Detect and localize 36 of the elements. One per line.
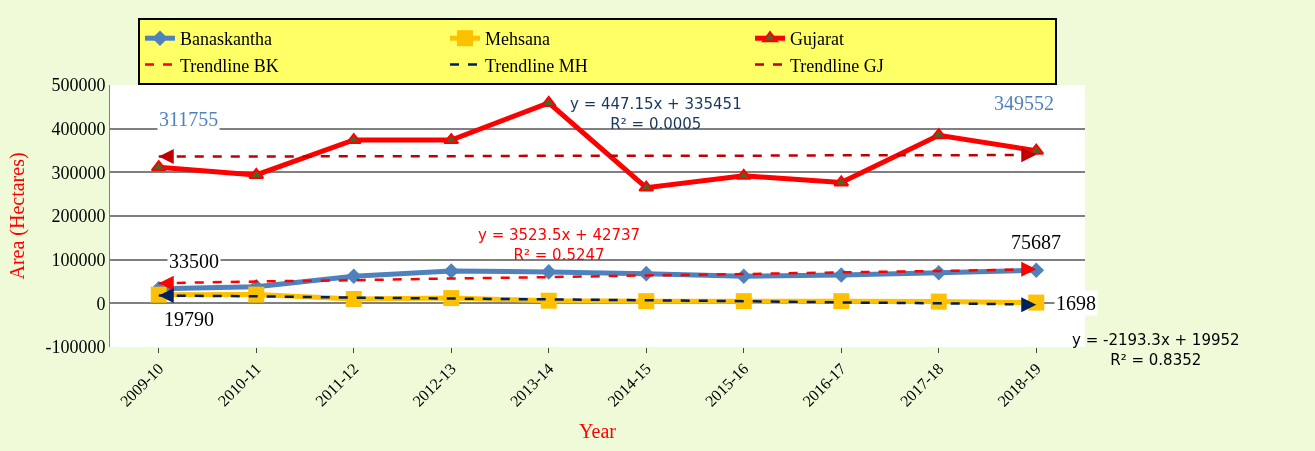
annotation: y = 3523.5x + 42737 R² = 0.5247 [478, 226, 641, 264]
point [638, 180, 655, 192]
point [248, 167, 265, 179]
point [833, 293, 850, 310]
x-axis-title: Year [579, 420, 617, 443]
data-label: 311755 [159, 108, 219, 130]
point [735, 168, 752, 180]
data-label: 19790 [164, 308, 214, 330]
point [930, 128, 947, 140]
point [345, 290, 362, 307]
annotation: y = 447.15x + 335451 R² = 0.0005 [570, 95, 742, 133]
data-label: 75687 [1011, 231, 1061, 253]
y-tick-label: 0 [96, 293, 106, 314]
y-tick-label: 300000 [51, 162, 106, 183]
data-label: 1698 [1056, 292, 1096, 314]
annotation: y = -2193.3x + 19952 R² = 0.8352 [1072, 331, 1240, 369]
y-axis-title: Area (Hectares) [5, 152, 29, 280]
y-tick-label: 200000 [51, 206, 106, 227]
point [345, 268, 362, 285]
legend-label: Trendline GJ [790, 55, 884, 76]
legend-label: Trendline BK [180, 55, 279, 76]
point [443, 133, 460, 145]
data-label: 349552 [994, 92, 1054, 114]
legend-label: Gujarat [790, 29, 844, 50]
point [540, 292, 557, 309]
y-tick-label: 100000 [51, 249, 106, 270]
y-tick-label: 500000 [51, 75, 106, 96]
legend-label: Trendline MH [485, 55, 588, 76]
data-label: 33500 [169, 250, 219, 272]
y-tick-label: -100000 [45, 337, 106, 358]
y-tick-label: 400000 [51, 118, 106, 139]
legend-label: Banaskantha [180, 29, 272, 50]
point [735, 293, 752, 310]
point [150, 160, 167, 172]
point [833, 175, 850, 187]
legend-label: Mehsana [485, 29, 550, 50]
